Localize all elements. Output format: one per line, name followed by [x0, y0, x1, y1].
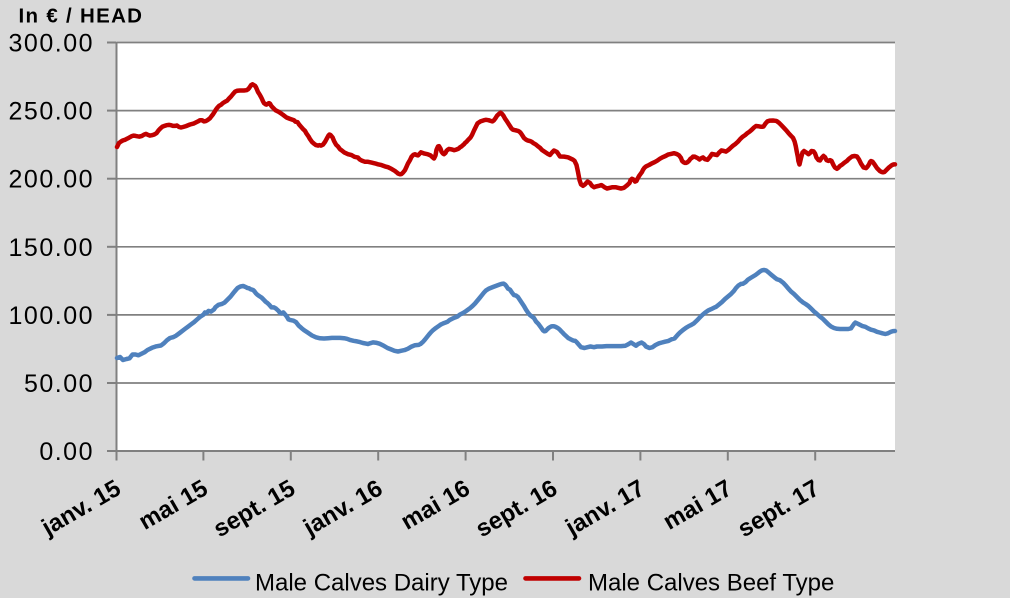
svg-text:50.00: 50.00 [24, 370, 94, 398]
svg-text:200.00: 200.00 [9, 166, 94, 194]
svg-text:250.00: 250.00 [9, 98, 94, 126]
svg-text:Male Calves Dairy Type: Male Calves Dairy Type [255, 570, 508, 597]
svg-text:300.00: 300.00 [9, 30, 94, 58]
svg-text:0.00: 0.00 [39, 438, 94, 466]
svg-text:150.00: 150.00 [9, 234, 94, 262]
svg-text:In € / HEAD: In € / HEAD [19, 5, 144, 28]
svg-text:100.00: 100.00 [9, 302, 94, 330]
svg-text:Male Calves Beef Type: Male Calves Beef Type [588, 570, 834, 597]
